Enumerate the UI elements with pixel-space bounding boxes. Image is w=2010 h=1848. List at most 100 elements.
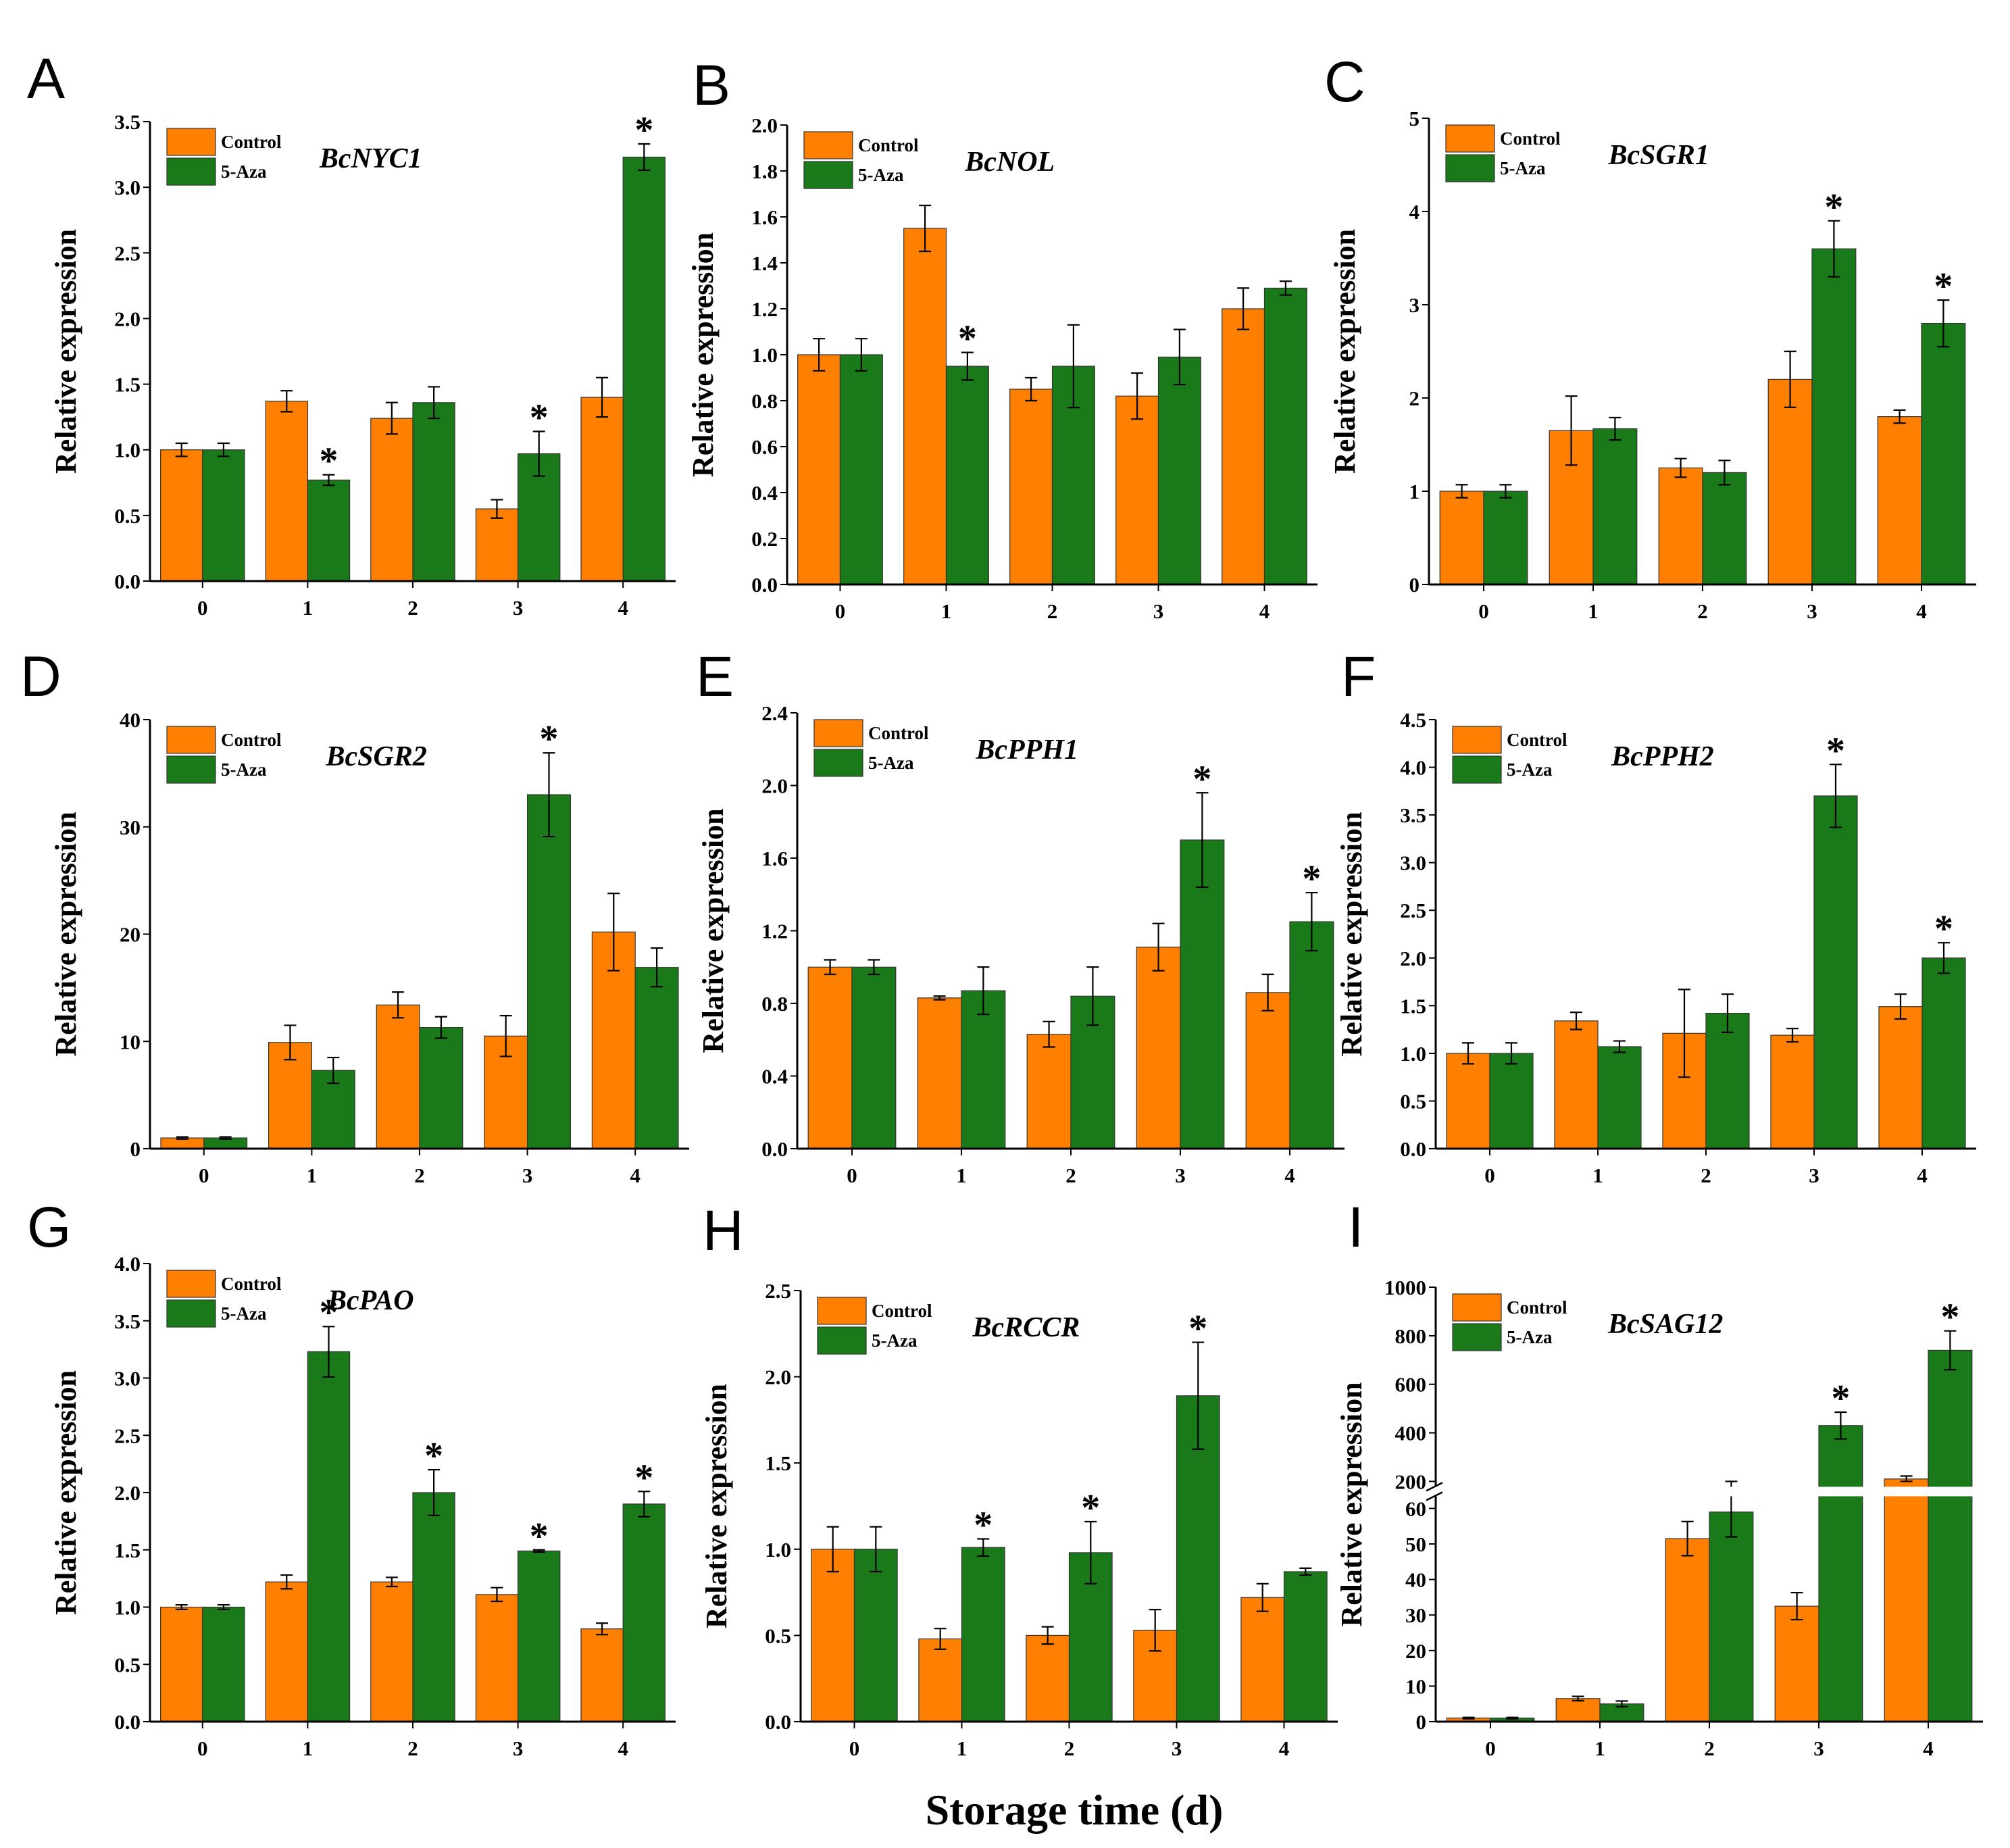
bar-aza-day0 [1483,491,1528,585]
y-tick-label: 0.4 [751,481,778,505]
bar-control-day4 [1877,416,1922,585]
y-tick-label: 1.5 [114,1539,141,1562]
bar-aza-day0 [202,1606,245,1722]
bar-control-day2 [1665,1538,1710,1722]
y-tick-label: 0.5 [114,1653,141,1676]
bar-control-day2 [1026,1634,1070,1722]
bar-aza-day4 [1921,323,1966,585]
y-tick-label: 2.5 [1400,899,1426,922]
x-tick-label: 0 [1484,1164,1495,1187]
y-tick-label: 400 [1395,1422,1427,1445]
y-tick-label: 50 [1405,1532,1426,1556]
bar-aza-day3 [1180,839,1225,1149]
x-tick-label: 4 [1923,1737,1934,1760]
bar-aza-day0 [851,966,897,1149]
legend-swatch-control [1445,124,1495,153]
legend-label-aza: 5-Aza [868,753,914,773]
legend-label-control: Control [872,1301,932,1321]
x-tick-label: 1 [303,596,313,620]
bar-aza-day2 [412,1492,455,1722]
legend-label-aza: 5-Aza [221,1303,267,1324]
bar-aza-day4 [634,967,679,1149]
bar-control-day0 [811,1549,855,1722]
bar-control-day3 [1115,395,1159,585]
x-tick-label: 1 [956,1164,967,1187]
gene-title: BcPPH1 [975,734,1078,766]
bar-aza-day3 [1811,248,1857,585]
bar-aza-day4 [622,1503,666,1722]
x-tick-label: 3 [513,1737,524,1760]
gene-title: BcPPH2 [1611,741,1714,772]
bar-aza-day4 [1263,287,1307,585]
y-tick-label: 1.8 [751,159,778,183]
gene-title: BcSGR1 [1608,140,1709,171]
bar-control-day4 [1222,308,1265,585]
panel-A: A 0 1 2 3 4 * * * 0.0 0.5 1.0 1.5 2.0 2.5 3.0 3.5 Relativ… [27,47,676,620]
y-tick-label: 3.0 [114,176,141,199]
bar-control-day3 [475,508,519,582]
y-tick-label: 200 [1395,1470,1427,1493]
y-tick-label: 10 [1405,1674,1426,1698]
x-tick-label: 2 [1064,1737,1075,1760]
x-tick-label: 2 [414,1164,425,1187]
significance-star: * [974,1504,993,1546]
bar-control-day4 [1884,1478,1929,1722]
y-tick-label: 1.0 [751,343,778,367]
bar-control-day0 [1446,1053,1490,1149]
x-tick-label: 0 [835,599,846,623]
bar-aza-day1 [1597,1046,1642,1149]
y-tick-label: 800 [1395,1324,1427,1348]
panel-C: C 0 1 2 3 4 * * 0 1 2 3 4 5 Relative expression Control… [1324,50,1976,623]
panel-letter: C [1324,50,1365,114]
x-tick-label: 0 [199,1164,209,1187]
bar-control-day4 [580,1628,624,1722]
x-tick-label: 3 [1153,599,1164,623]
bar-aza-day4 [1921,957,1966,1149]
legend-label-control: Control [1507,1297,1567,1318]
y-axis-label: Relative expression [697,808,730,1053]
bar-aza-day4 [1289,921,1334,1149]
significance-star: * [1081,1487,1100,1529]
legend-label-aza: 5-Aza [1507,759,1553,780]
y-tick-label: 1.0 [114,1596,141,1620]
bar-aza-day0 [202,449,245,582]
x-tick-label: 4 [1284,1164,1295,1187]
y-tick-label: 1.2 [751,297,778,321]
bar-aza-day3 [1818,1425,1863,1722]
y-tick-label: 0.0 [1400,1137,1426,1161]
legend-swatch-control [1452,726,1502,754]
bar-aza-day4 [1928,1349,1973,1722]
y-axis-label: Relative expression [1328,229,1361,474]
x-tick-label: 2 [407,596,418,620]
axis-break-gap [1433,1487,1986,1497]
panel-E: E 0 1 2 3 4 * * 0.0 0.4 0.8 1.2 1.6 2.0 2.4 Relative ex… [696,645,1345,1187]
significance-star: * [320,1292,338,1334]
x-tick-label: 0 [197,596,208,620]
x-tick-label: 3 [513,596,524,620]
panel-F: F 0 1 2 3 4 * * 0.0 0.5 1.0 1.5 2.0 2.5 3.0 3.5 4.0 4.5 Re… [1335,645,1976,1187]
significance-star: * [1824,186,1843,228]
y-tick-label: 4.0 [1400,756,1426,780]
bar-control-day1 [1554,1020,1599,1149]
x-tick-label: 2 [1704,1737,1715,1760]
y-tick-label: 30 [120,816,141,839]
y-tick-label: 40 [1405,1568,1426,1592]
x-axis-title: Storage time (d) [926,1786,1224,1834]
legend-swatch-control [813,719,863,747]
y-tick-label: 1.5 [765,1451,791,1475]
x-tick-label: 1 [1588,599,1599,623]
y-tick-label: 3.0 [114,1367,141,1391]
y-tick-label: 1.0 [1400,1042,1426,1066]
bar-control-day4 [580,397,624,582]
panel-letter: E [696,645,734,708]
x-tick-label: 4 [1279,1737,1290,1760]
bar-aza-day0 [839,354,883,585]
bar-control-day3 [1774,1605,1819,1722]
panel-D: D 0 1 2 3 4 * 0 10 20 30 40 Relative expression Contr… [20,645,689,1187]
panel-I: I 0 1 2 3 4 * * 0 10 20 30 40 50 60 200 400 600 800 1000 Rel… [1335,1195,1986,1760]
y-tick-label: 2.5 [114,241,141,265]
legend-swatch-aza [813,749,863,777]
bar-control-day1 [265,401,309,582]
bar-control-day0 [797,354,841,585]
legend-swatch-control [803,131,853,159]
